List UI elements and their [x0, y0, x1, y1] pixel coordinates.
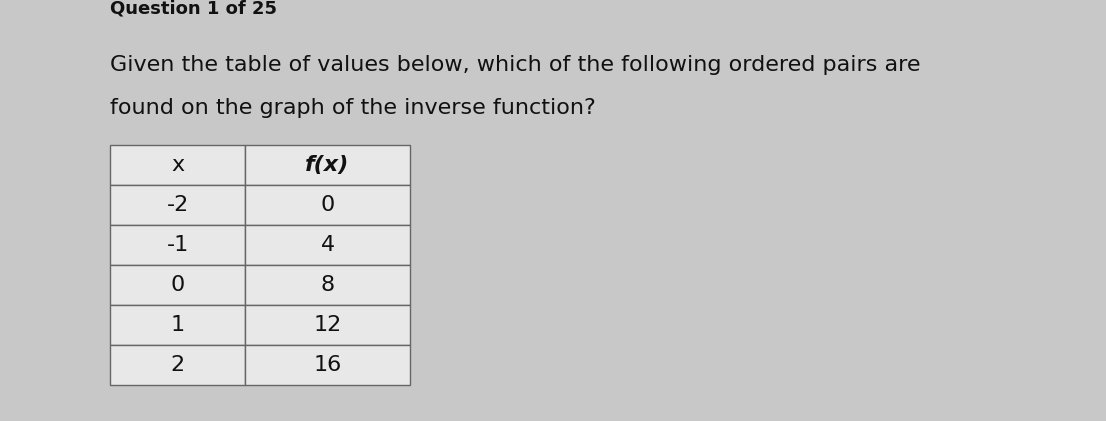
Text: 0: 0 [170, 275, 185, 295]
Text: x: x [171, 155, 184, 175]
Bar [246, 185, 410, 225]
Bar [246, 345, 410, 385]
Text: 4: 4 [321, 235, 334, 255]
Text: 1: 1 [170, 315, 185, 335]
Text: 0: 0 [321, 195, 335, 215]
Bar [246, 145, 410, 185]
Text: 8: 8 [321, 275, 334, 295]
Bar [246, 225, 410, 265]
Text: 16: 16 [313, 355, 342, 375]
Text: Given the table of values below, which of the following ordered pairs are: Given the table of values below, which o… [109, 55, 920, 75]
Bar [109, 345, 246, 385]
Text: 12: 12 [313, 315, 342, 335]
Bar [109, 265, 246, 305]
Bar [109, 145, 246, 185]
Text: f(x): f(x) [305, 155, 349, 175]
Bar [246, 305, 410, 345]
Bar [109, 305, 246, 345]
Text: 2: 2 [170, 355, 185, 375]
Text: -2: -2 [166, 195, 189, 215]
Text: Question 1 of 25: Question 1 of 25 [109, 0, 276, 18]
Text: found on the graph of the inverse function?: found on the graph of the inverse functi… [109, 98, 596, 118]
Bar [246, 265, 410, 305]
Bar [109, 225, 246, 265]
Text: -1: -1 [166, 235, 189, 255]
Bar [109, 185, 246, 225]
